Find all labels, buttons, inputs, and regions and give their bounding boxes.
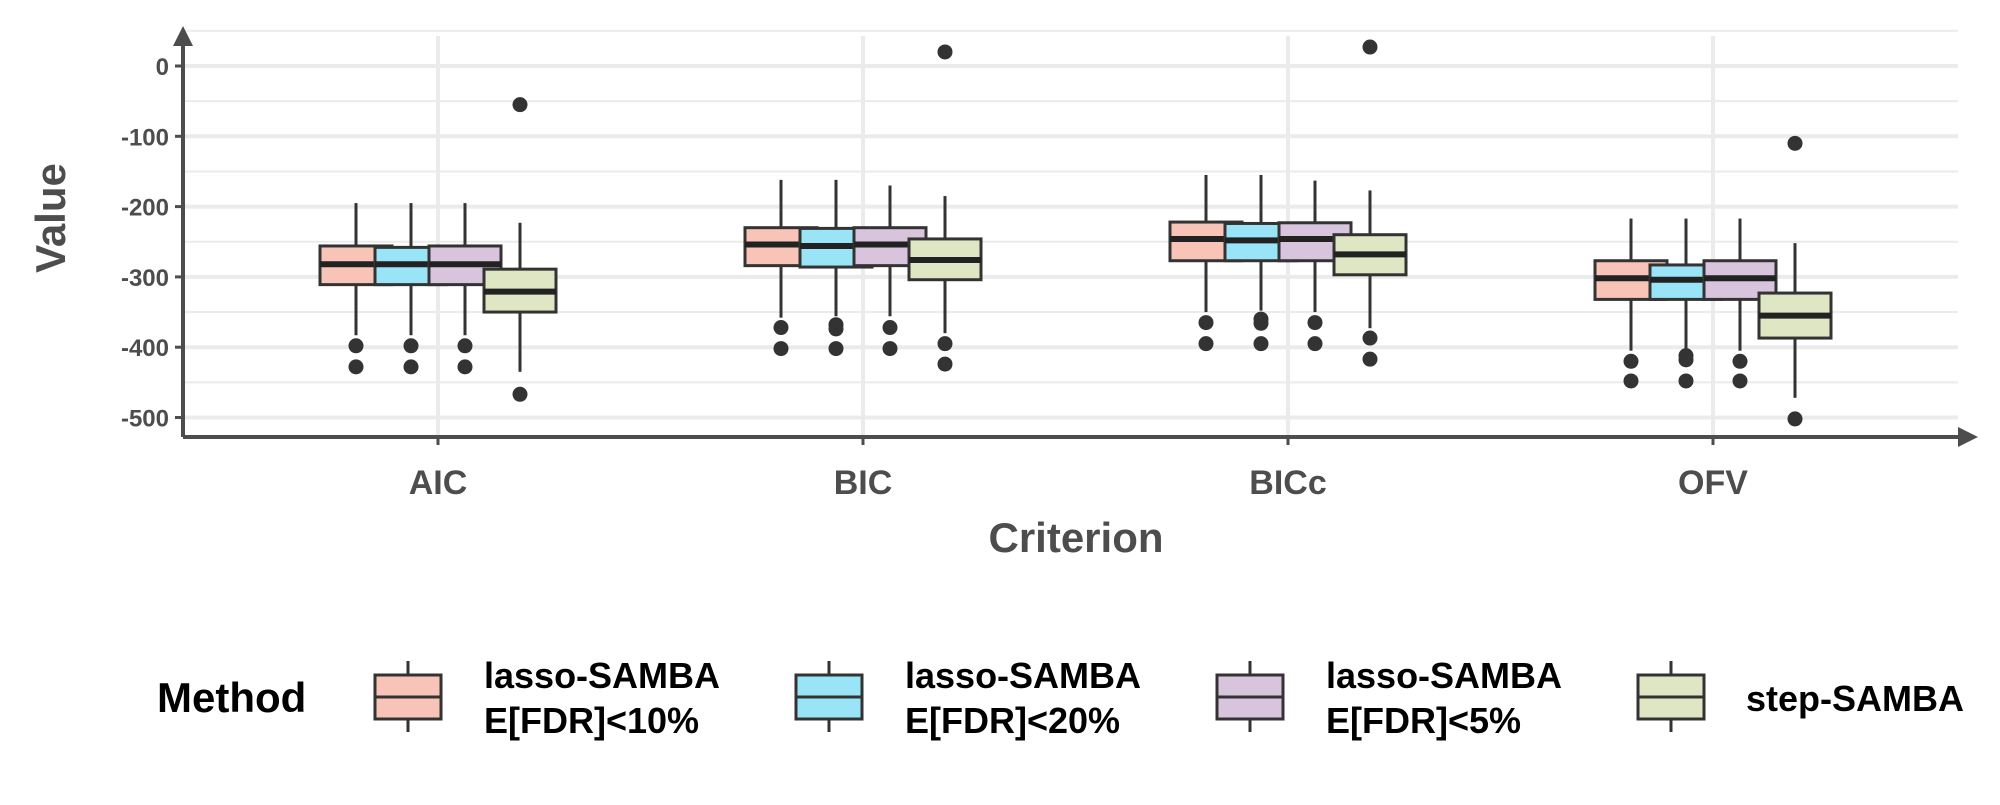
legend-label: lasso-SAMBA [1326,655,1562,696]
legend-label: lasso-SAMBA [484,655,720,696]
legend-label: E[FDR]<5% [1326,700,1521,741]
outlier-point [403,338,419,354]
outlier-point [1253,336,1269,352]
legend-label: E[FDR]<20% [905,700,1120,741]
outlier-point [773,341,789,357]
y-tick-label: -500 [121,406,169,433]
legend: Method lasso-SAMBAE[FDR]<10%lasso-SAMBAE[… [157,655,1964,741]
x-tick-label: OFV [1678,464,1748,502]
legend-label: lasso-SAMBA [905,655,1141,696]
y-axis-title: Value [27,163,74,273]
outlier-point [1253,315,1269,331]
outlier-point [1362,330,1378,346]
outlier-point [403,359,419,375]
box-plot [907,44,983,372]
legend-item: step-SAMBA [1636,661,1964,732]
box-plot [1757,135,1833,427]
outlier-point [1678,373,1694,389]
box-plot [1332,39,1408,367]
outlier-point [1732,373,1748,389]
outlier-point [773,320,789,336]
y-tick-label: 0 [156,54,169,81]
legend-label: E[FDR]<10% [484,700,699,741]
outlier-point [512,97,528,113]
axes [173,26,1978,447]
x-tick-label: AIC [409,464,468,502]
x-axis-arrow [1958,427,1978,447]
outlier-point [1623,373,1639,389]
outlier-point [512,386,528,402]
outlier-point [937,336,953,352]
y-axis-arrow [173,26,193,46]
outlier-point [1307,315,1323,331]
outlier-point [937,356,953,372]
outlier-point [1307,336,1323,352]
x-tick-label: BICc [1249,464,1326,502]
outlier-point [882,320,898,336]
x-axis-title: Criterion [988,514,1163,561]
outlier-point [348,359,364,375]
box-plot [1168,174,1244,352]
axis-labels: 0 -100 -200 -300 -400 -500 AIC BIC BICc OFV Criter… [27,54,1748,561]
outlier-point [457,359,473,375]
outlier-point [1678,352,1694,368]
outlier-point [1362,39,1378,55]
box-plot [1593,218,1669,389]
outlier-point [457,338,473,354]
outlier-point [348,338,364,354]
outlier-point [1198,336,1214,352]
outlier-point [1362,351,1378,367]
box-plot [427,203,503,375]
x-tick-label: BIC [834,464,893,502]
y-tick-label: -200 [121,195,169,222]
outlier-point [1787,411,1803,427]
outlier-point [1787,135,1803,151]
y-tick-label: -300 [121,265,169,292]
box-plot [482,97,558,402]
box-series [318,39,1833,427]
outlier-point [1198,315,1214,331]
outlier-point [937,44,953,60]
outlier-point [828,321,844,337]
y-tick-label: -400 [121,335,169,362]
y-tick-label: -100 [121,124,169,151]
outlier-point [828,341,844,357]
legend-title: Method [157,674,306,721]
outlier-point [882,341,898,357]
grid-lines [183,29,1958,437]
outlier-point [1623,353,1639,369]
legend-label: step-SAMBA [1746,678,1964,719]
outlier-point [1732,353,1748,369]
